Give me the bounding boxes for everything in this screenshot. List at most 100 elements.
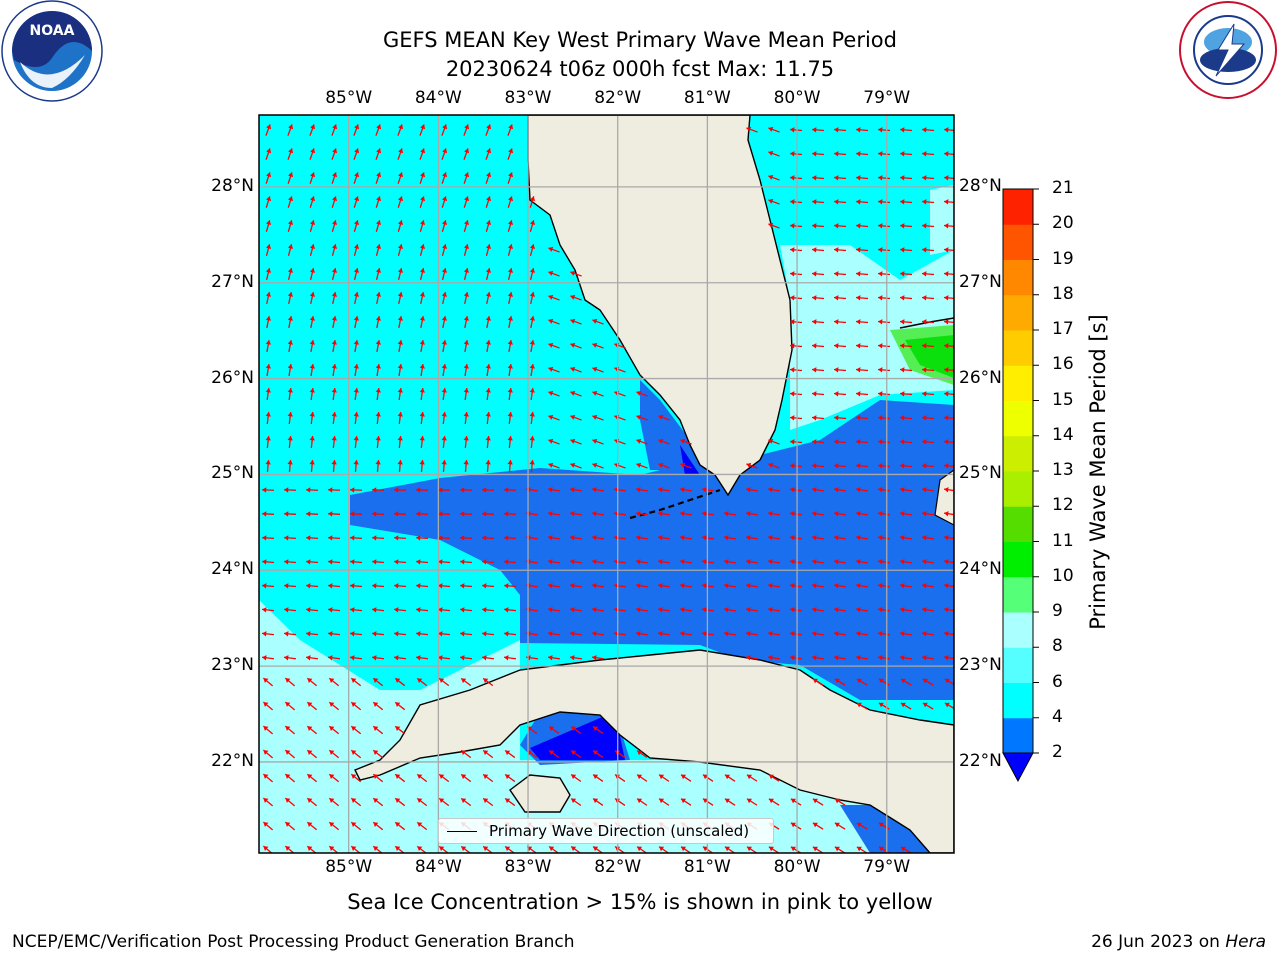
wave-arrow-head [834, 175, 839, 181]
chart-title: GEFS MEAN Key West Primary Wave Mean Per… [0, 26, 1280, 84]
colorbar-tick-label: 6 [1052, 671, 1063, 692]
wave-arrow-head [790, 487, 795, 493]
wave-arrow-head [812, 223, 817, 229]
wave-arrow-head [350, 487, 355, 493]
wave-arrow-head [265, 460, 271, 465]
wave-arrow-head [504, 559, 509, 565]
field-10-11 [905, 335, 954, 378]
wave-arrow-head [834, 199, 839, 205]
wave-arrow-head [507, 436, 513, 441]
wave-arrow-head [680, 559, 685, 565]
wave-arrow-head [878, 199, 883, 205]
wave-arrow-head [944, 247, 949, 253]
wave-arrow-head [438, 511, 443, 517]
wave-arrow-head [549, 726, 555, 732]
wave-arrow-head [724, 607, 729, 613]
wave-arrow-head [307, 726, 313, 731]
wave-arrow-head [548, 511, 553, 517]
wave-arrow-head [285, 726, 291, 731]
wave-arrow-head [529, 292, 536, 297]
colorbar-tick-label: 21 [1052, 178, 1074, 198]
wave-arrow-head [375, 412, 381, 417]
wave-arrow-head [375, 172, 382, 178]
lon-tick-label: 82°W [594, 857, 642, 877]
wave-arrow-head [812, 127, 817, 133]
wave-arrow-head [463, 460, 469, 465]
wave-arrow-head [439, 678, 445, 684]
wave-arrow-head [329, 822, 335, 827]
wave-arrow-head [878, 367, 883, 373]
wave-arrow-head [438, 655, 443, 661]
wave-arrow-head [483, 846, 489, 852]
lat-tick-label: 28°N [959, 175, 1002, 196]
wave-arrow-head [265, 172, 272, 178]
colorbar-segment [1003, 294, 1033, 331]
wave-arrow-head [265, 364, 271, 369]
wave-arrow-head [354, 124, 360, 130]
wave-arrow-head [328, 535, 333, 541]
wave-arrow-head [856, 271, 861, 277]
wave-arrow-head [419, 196, 426, 202]
field-0-2-batabano [530, 712, 625, 760]
wave-arrow-head [834, 367, 839, 373]
wave-arrow-head [856, 223, 861, 229]
wave-arrow-head [441, 316, 447, 321]
wave-arrow-head [900, 678, 906, 684]
wave-arrow-head [416, 511, 421, 517]
wave-arrow-head [658, 583, 663, 589]
wave-arrow-head [812, 607, 817, 613]
wave-arrow-head [724, 774, 730, 780]
wave-arrow-head [372, 655, 377, 661]
wave-arrow-head [397, 268, 404, 273]
lon-tick-label: 81°W [683, 857, 731, 877]
wave-arrow-head [636, 511, 641, 517]
wave-arrow-head [746, 798, 752, 804]
wave-arrow-head [680, 487, 685, 493]
wave-arrow-head [353, 316, 359, 321]
wave-arrow-head [944, 535, 949, 541]
wave-arrow-head [353, 292, 360, 297]
wave-arrow-head [922, 535, 927, 541]
wave-arrow-head [442, 148, 448, 154]
wave-arrow-head [812, 583, 817, 589]
wave-arrow-head [419, 460, 425, 465]
wave-arrow-head [331, 436, 337, 441]
wave-arrow-head [372, 535, 377, 541]
wave-arrow-head [505, 774, 511, 780]
colorbar-tick-label: 10 [1052, 565, 1074, 586]
wave-arrow-head [417, 798, 423, 804]
wave-arrow-head [441, 172, 448, 178]
wave-arrow-head [504, 511, 509, 517]
wave-arrow-head [328, 559, 333, 565]
wave-arrow-head [331, 268, 338, 273]
wave-arrow-head [329, 774, 335, 779]
wave-arrow-head [507, 316, 513, 321]
wave-arrow-head [463, 388, 469, 393]
wave-arrow-head [834, 487, 839, 493]
field-6-8-ne [930, 185, 954, 255]
wave-arrow-head [790, 822, 796, 828]
wave-arrow-head [309, 196, 316, 202]
wave-arrow-head [922, 151, 927, 157]
wave-arrow-head [486, 124, 492, 130]
wave-arrow-head [768, 631, 773, 637]
wave-arrow-head [856, 678, 862, 684]
wave-arrow-head [856, 319, 861, 325]
wave-arrow-head [900, 631, 905, 637]
wave-arrow-head [309, 220, 316, 226]
wave-arrow-head [416, 535, 421, 541]
wave-arrow-head [790, 559, 795, 565]
wave-arrow-head [659, 846, 665, 852]
wave-arrow-head [658, 462, 664, 468]
wave-arrow-head [375, 316, 381, 321]
wave-arrow-head [529, 388, 535, 393]
wave-arrow-head [724, 798, 730, 804]
wave-arrow-head [460, 511, 465, 517]
wave-arrow-head [417, 774, 423, 780]
wave-arrow-head [548, 607, 553, 613]
wave-arrow-head [482, 631, 487, 637]
wave-arrow-head [287, 388, 293, 393]
wave-arrow-head [419, 436, 425, 441]
wave-arrow-head [441, 412, 447, 417]
wave-arrow-head [482, 511, 487, 517]
